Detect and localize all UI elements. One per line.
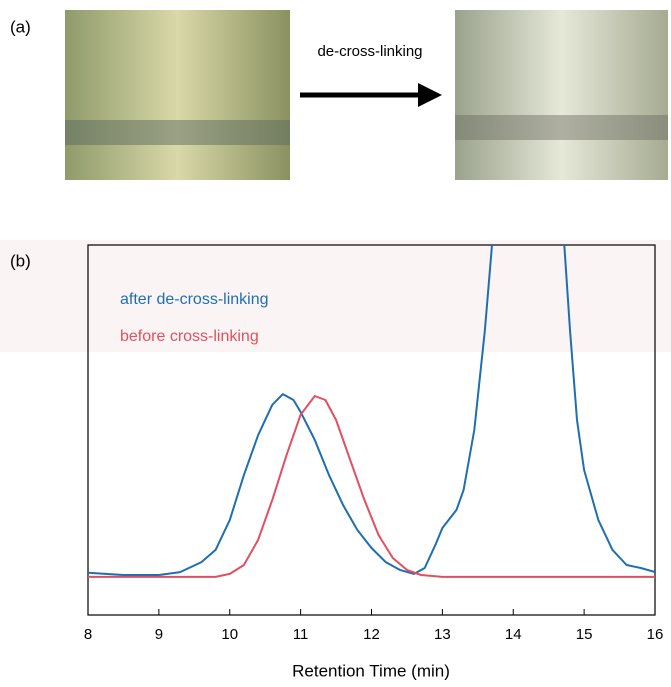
series-line [88,395,655,578]
arrow-head [418,83,442,107]
legend-label: after de-cross-linking [120,291,269,308]
panel-label: (a) [10,17,31,36]
highlight-band [0,240,671,352]
x-tick-label: 15 [576,626,593,643]
photo-before [65,10,290,180]
legend-label: before cross-linking [120,328,259,345]
arrow-label: de-cross-linking [317,43,422,60]
x-tick-label: 13 [434,626,451,643]
plot: 8 9 10 11 12 13 14 15 16 after de-cross-linking be… [84,245,664,643]
x-tick-label: 11 [293,626,309,643]
x-tick-label: 12 [363,626,380,643]
photo-after [455,10,668,180]
photo-band [65,120,290,145]
x-tick-label: 8 [84,626,92,643]
panel-label: (b) [10,251,31,270]
x-tick-label: 9 [155,626,163,643]
x-tick-label: 10 [221,626,238,643]
photo-band [455,115,668,140]
x-tick-label: 14 [505,626,522,643]
series-line [88,245,655,576]
x-axis-label: Retention Time (min) [292,661,450,680]
x-tick-label: 16 [647,626,664,643]
plot-lines [88,245,655,578]
